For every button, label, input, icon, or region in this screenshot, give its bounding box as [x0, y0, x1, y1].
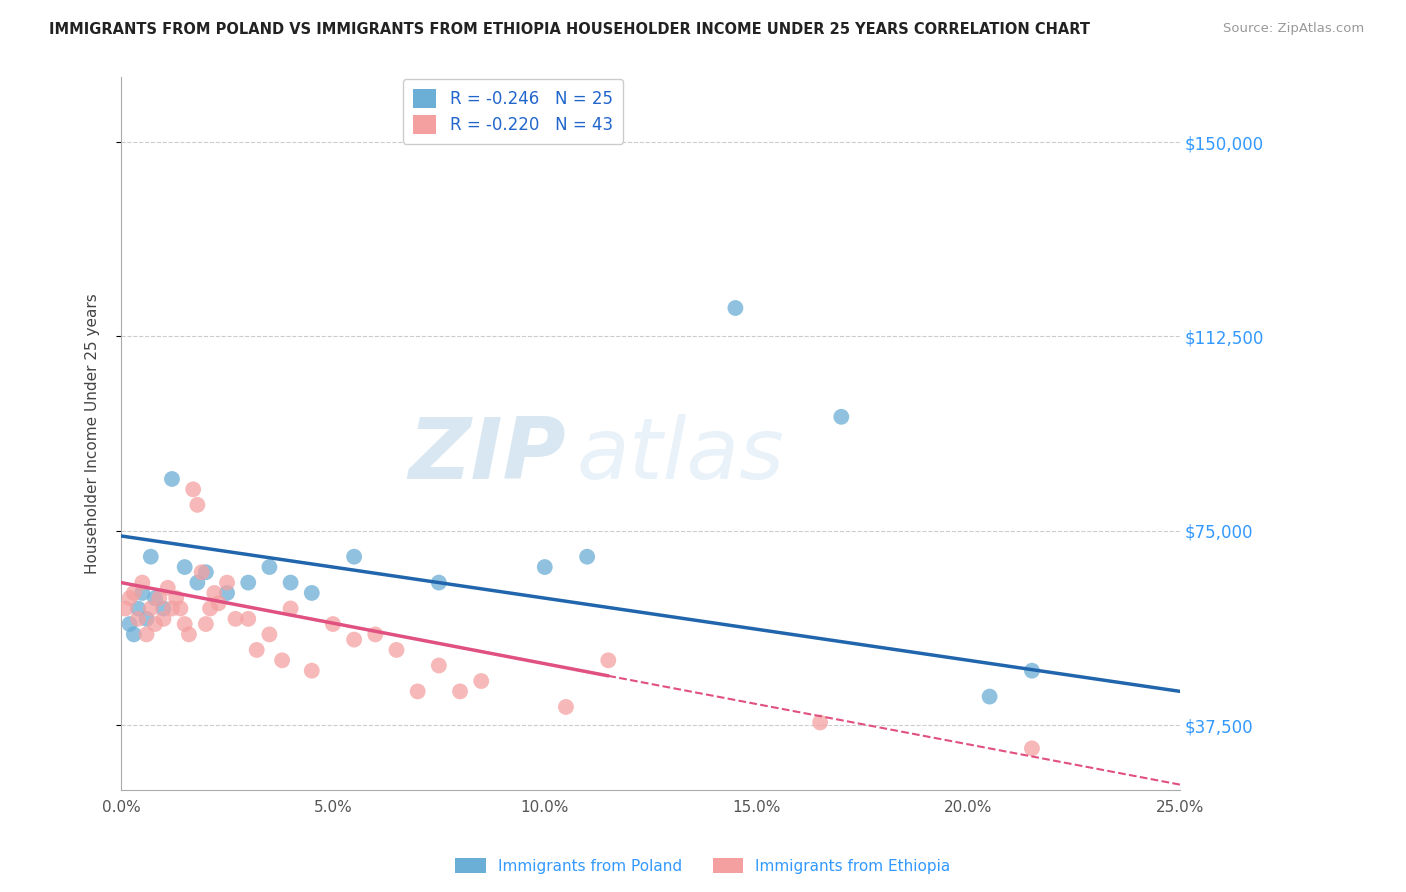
- Point: [979, 690, 1001, 704]
- Point: [181, 483, 204, 497]
- Point: [238, 612, 260, 626]
- Point: [215, 575, 238, 590]
- Text: IMMIGRANTS FROM POLAND VS IMMIGRANTS FROM ETHIOPIA HOUSEHOLDER INCOME UNDER 25 Y: IMMIGRANTS FROM POLAND VS IMMIGRANTS FRO…: [49, 22, 1090, 37]
- Point: [207, 596, 229, 610]
- Point: [131, 575, 153, 590]
- Point: [169, 601, 191, 615]
- Point: [143, 617, 166, 632]
- Point: [259, 627, 281, 641]
- Point: [576, 549, 599, 564]
- Point: [139, 601, 162, 615]
- Point: [127, 612, 149, 626]
- Point: [238, 575, 260, 590]
- Point: [280, 575, 302, 590]
- Point: [143, 591, 166, 606]
- Point: [533, 560, 555, 574]
- Point: [202, 586, 225, 600]
- Y-axis label: Householder Income Under 25 years: Householder Income Under 25 years: [86, 293, 100, 574]
- Point: [215, 586, 238, 600]
- Point: [177, 627, 200, 641]
- Point: [135, 627, 157, 641]
- Point: [122, 627, 145, 641]
- Point: [246, 643, 269, 657]
- Point: [160, 601, 183, 615]
- Point: [271, 653, 294, 667]
- Point: [1021, 664, 1043, 678]
- Point: [427, 658, 450, 673]
- Point: [301, 586, 323, 600]
- Point: [165, 591, 187, 606]
- Point: [555, 700, 578, 714]
- Point: [724, 301, 747, 315]
- Point: [301, 664, 323, 678]
- Point: [186, 498, 208, 512]
- Point: [470, 673, 492, 688]
- Point: [135, 612, 157, 626]
- Point: [148, 591, 170, 606]
- Point: [364, 627, 387, 641]
- Point: [1021, 741, 1043, 756]
- Point: [194, 617, 217, 632]
- Point: [385, 643, 408, 657]
- Legend: R = -0.246   N = 25, R = -0.220   N = 43: R = -0.246 N = 25, R = -0.220 N = 43: [404, 78, 623, 144]
- Point: [194, 566, 217, 580]
- Point: [118, 617, 141, 632]
- Point: [173, 560, 195, 574]
- Text: Source: ZipAtlas.com: Source: ZipAtlas.com: [1223, 22, 1364, 36]
- Point: [127, 601, 149, 615]
- Point: [122, 586, 145, 600]
- Point: [173, 617, 195, 632]
- Point: [343, 632, 366, 647]
- Point: [225, 612, 247, 626]
- Point: [152, 612, 174, 626]
- Point: [186, 575, 208, 590]
- Point: [114, 601, 136, 615]
- Point: [406, 684, 429, 698]
- Point: [322, 617, 344, 632]
- Point: [131, 586, 153, 600]
- Point: [598, 653, 620, 667]
- Point: [152, 601, 174, 615]
- Point: [343, 549, 366, 564]
- Point: [830, 409, 852, 424]
- Point: [118, 591, 141, 606]
- Point: [156, 581, 179, 595]
- Text: ZIP: ZIP: [408, 414, 567, 497]
- Point: [190, 566, 212, 580]
- Point: [449, 684, 471, 698]
- Legend: Immigrants from Poland, Immigrants from Ethiopia: Immigrants from Poland, Immigrants from …: [449, 852, 957, 880]
- Point: [139, 549, 162, 564]
- Point: [427, 575, 450, 590]
- Point: [808, 715, 831, 730]
- Point: [198, 601, 221, 615]
- Text: atlas: atlas: [576, 414, 785, 497]
- Point: [280, 601, 302, 615]
- Point: [259, 560, 281, 574]
- Point: [160, 472, 183, 486]
